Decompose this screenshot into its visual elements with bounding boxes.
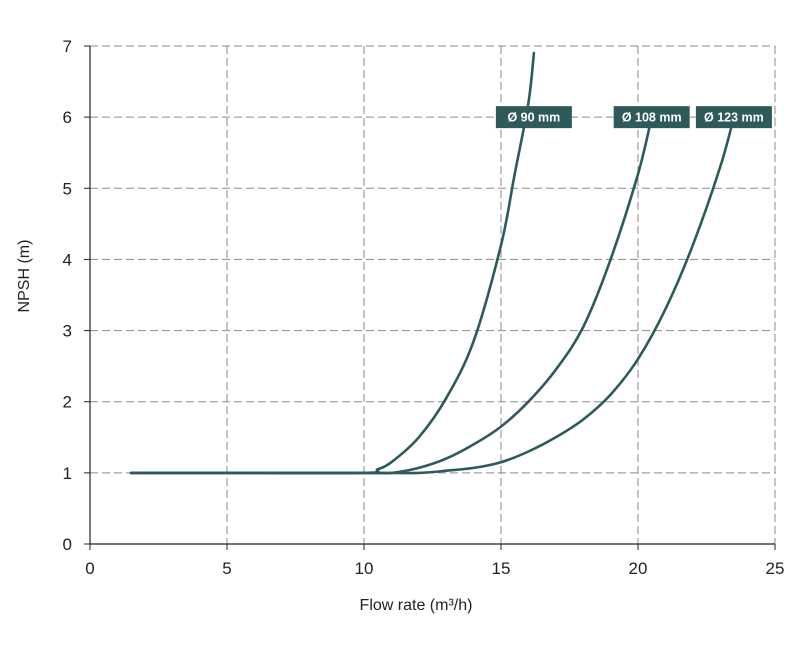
axes: 0 1 2 3 4 5 6 7 0 5 10 15 20 25 bbox=[63, 37, 785, 578]
series-label-d123mm: Ø 123 mm bbox=[695, 106, 772, 129]
x-tick-label: 5 bbox=[222, 559, 231, 578]
y-tick-label: 4 bbox=[63, 250, 72, 269]
y-tick-label: 7 bbox=[63, 37, 72, 56]
series-label-box bbox=[695, 106, 772, 129]
series-label-text: Ø 108 mm bbox=[622, 111, 682, 125]
x-tick-label: 15 bbox=[492, 559, 511, 578]
x-tick-label: 25 bbox=[766, 559, 785, 578]
y-tick-label: 5 bbox=[63, 179, 72, 198]
series-label-text: Ø 123 mm bbox=[704, 111, 764, 125]
series-label-text: Ø 90 mm bbox=[507, 111, 560, 125]
series-curves bbox=[129, 51, 736, 475]
curve-d90mm bbox=[129, 51, 536, 475]
x-axis-label: Flow rate (m³/h) bbox=[360, 597, 473, 614]
series-label-box bbox=[613, 106, 690, 129]
y-tick-label: 6 bbox=[63, 108, 72, 127]
y-tick-label: 1 bbox=[63, 464, 72, 483]
series-label-box bbox=[495, 106, 572, 129]
y-tick-label: 3 bbox=[63, 322, 72, 341]
series-label-d108mm: Ø 108 mm bbox=[613, 106, 690, 129]
y-axis-label: NPSH (m) bbox=[16, 240, 33, 313]
series-label-d90mm: Ø 90 mm bbox=[495, 106, 572, 129]
y-tick-label: 2 bbox=[63, 393, 72, 412]
curve-d123mm bbox=[129, 115, 736, 475]
x-tick-label: 0 bbox=[85, 559, 94, 578]
y-tick-label: 0 bbox=[63, 535, 72, 554]
x-tick-label: 10 bbox=[355, 559, 374, 578]
curve-d108mm bbox=[129, 115, 653, 475]
x-tick-label: 20 bbox=[629, 559, 648, 578]
series-labels: Ø 90 mm Ø 108 mm Ø 123 mm bbox=[495, 106, 772, 129]
